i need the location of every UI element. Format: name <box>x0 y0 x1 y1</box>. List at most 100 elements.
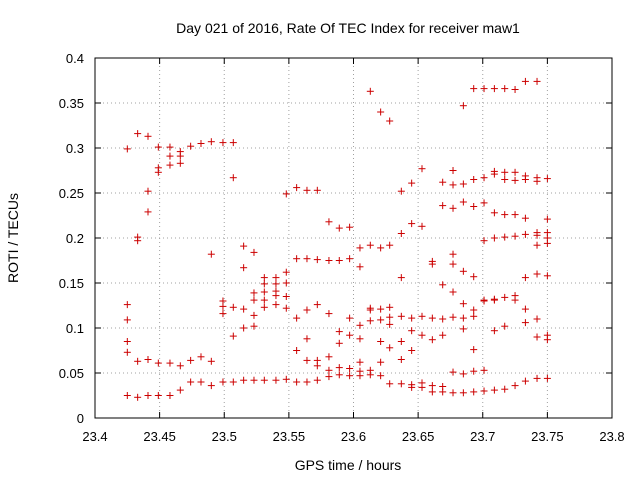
data-point <box>377 108 385 116</box>
data-point <box>449 389 457 397</box>
data-point <box>154 392 162 399</box>
data-point <box>386 313 394 321</box>
data-point <box>449 250 457 258</box>
data-point <box>346 314 354 322</box>
data-point <box>260 280 268 288</box>
data-point <box>501 322 509 330</box>
y-tick-label: 0.3 <box>66 141 84 156</box>
data-point <box>272 292 280 300</box>
data-point <box>511 168 519 176</box>
data-point <box>325 353 333 361</box>
data-point <box>240 264 248 272</box>
data-point <box>428 382 436 390</box>
data-point <box>408 179 416 187</box>
data-point <box>303 186 311 194</box>
data-point <box>511 232 519 240</box>
data-point <box>449 204 457 212</box>
data-point <box>408 220 416 228</box>
data-point <box>521 77 529 85</box>
data-point <box>521 214 529 222</box>
y-tick-label: 0.05 <box>59 366 84 381</box>
data-point <box>533 177 541 185</box>
data-point <box>356 335 364 343</box>
data-point <box>439 331 447 339</box>
data-point <box>386 320 394 328</box>
data-point <box>154 168 162 176</box>
data-point <box>356 321 364 329</box>
data-point <box>418 312 426 320</box>
data-point <box>408 347 416 354</box>
data-point <box>325 373 333 381</box>
data-point <box>377 338 385 345</box>
data-point <box>335 371 343 379</box>
data-point <box>272 376 280 384</box>
data-point <box>501 293 509 301</box>
data-point <box>439 315 447 323</box>
data-point <box>470 273 478 281</box>
data-point <box>166 143 174 151</box>
data-point <box>439 178 447 186</box>
y-axis-label: ROTI / TECUs <box>5 193 21 283</box>
data-point <box>176 152 184 160</box>
data-point <box>207 250 215 258</box>
data-point <box>511 176 519 184</box>
data-point <box>470 312 478 320</box>
data-point <box>470 85 478 93</box>
data-point <box>207 357 215 365</box>
data-point <box>459 198 467 206</box>
data-point <box>511 211 519 219</box>
x-tick-label: 23.5 <box>212 429 237 444</box>
data-point <box>459 314 467 322</box>
data-point <box>490 296 498 304</box>
data-point <box>187 142 195 150</box>
data-point <box>123 145 131 153</box>
data-point <box>176 386 184 394</box>
data-point <box>366 317 374 325</box>
data-point <box>123 348 131 356</box>
data-point <box>439 281 447 289</box>
data-point <box>197 353 205 361</box>
data-point <box>470 203 478 210</box>
data-point <box>240 242 248 250</box>
data-point <box>134 393 142 401</box>
data-point <box>313 256 321 264</box>
data-point <box>154 359 162 367</box>
data-point <box>166 161 174 169</box>
data-point <box>303 306 311 314</box>
data-point <box>272 301 280 309</box>
data-point <box>325 218 333 226</box>
data-point <box>176 159 184 167</box>
data-point <box>397 380 405 388</box>
data-point <box>240 376 248 384</box>
data-point <box>166 359 174 367</box>
data-point <box>449 167 457 174</box>
data-point <box>408 383 416 391</box>
data-point <box>356 244 364 252</box>
data-point <box>303 378 311 386</box>
data-point <box>449 368 457 376</box>
data-point <box>240 305 248 313</box>
data-point <box>418 222 426 230</box>
data-point <box>219 139 227 147</box>
data-point <box>282 293 290 300</box>
data-point <box>386 380 394 388</box>
data-point <box>533 374 541 382</box>
data-point <box>521 377 529 385</box>
x-tick-label: 23.65 <box>402 429 435 444</box>
data-point <box>250 296 258 304</box>
data-point <box>521 305 529 313</box>
data-point <box>470 176 478 183</box>
data-point <box>356 372 364 380</box>
data-point <box>250 248 258 256</box>
data-point <box>356 358 364 366</box>
data-point <box>313 376 321 384</box>
data-point <box>501 211 509 219</box>
data-point <box>521 230 529 238</box>
data-point <box>521 274 529 282</box>
data-point <box>260 288 268 296</box>
data-point <box>187 356 195 364</box>
data-point <box>533 315 541 323</box>
data-point <box>511 382 519 390</box>
x-tick-label: 23.4 <box>82 429 107 444</box>
data-point <box>490 327 498 335</box>
